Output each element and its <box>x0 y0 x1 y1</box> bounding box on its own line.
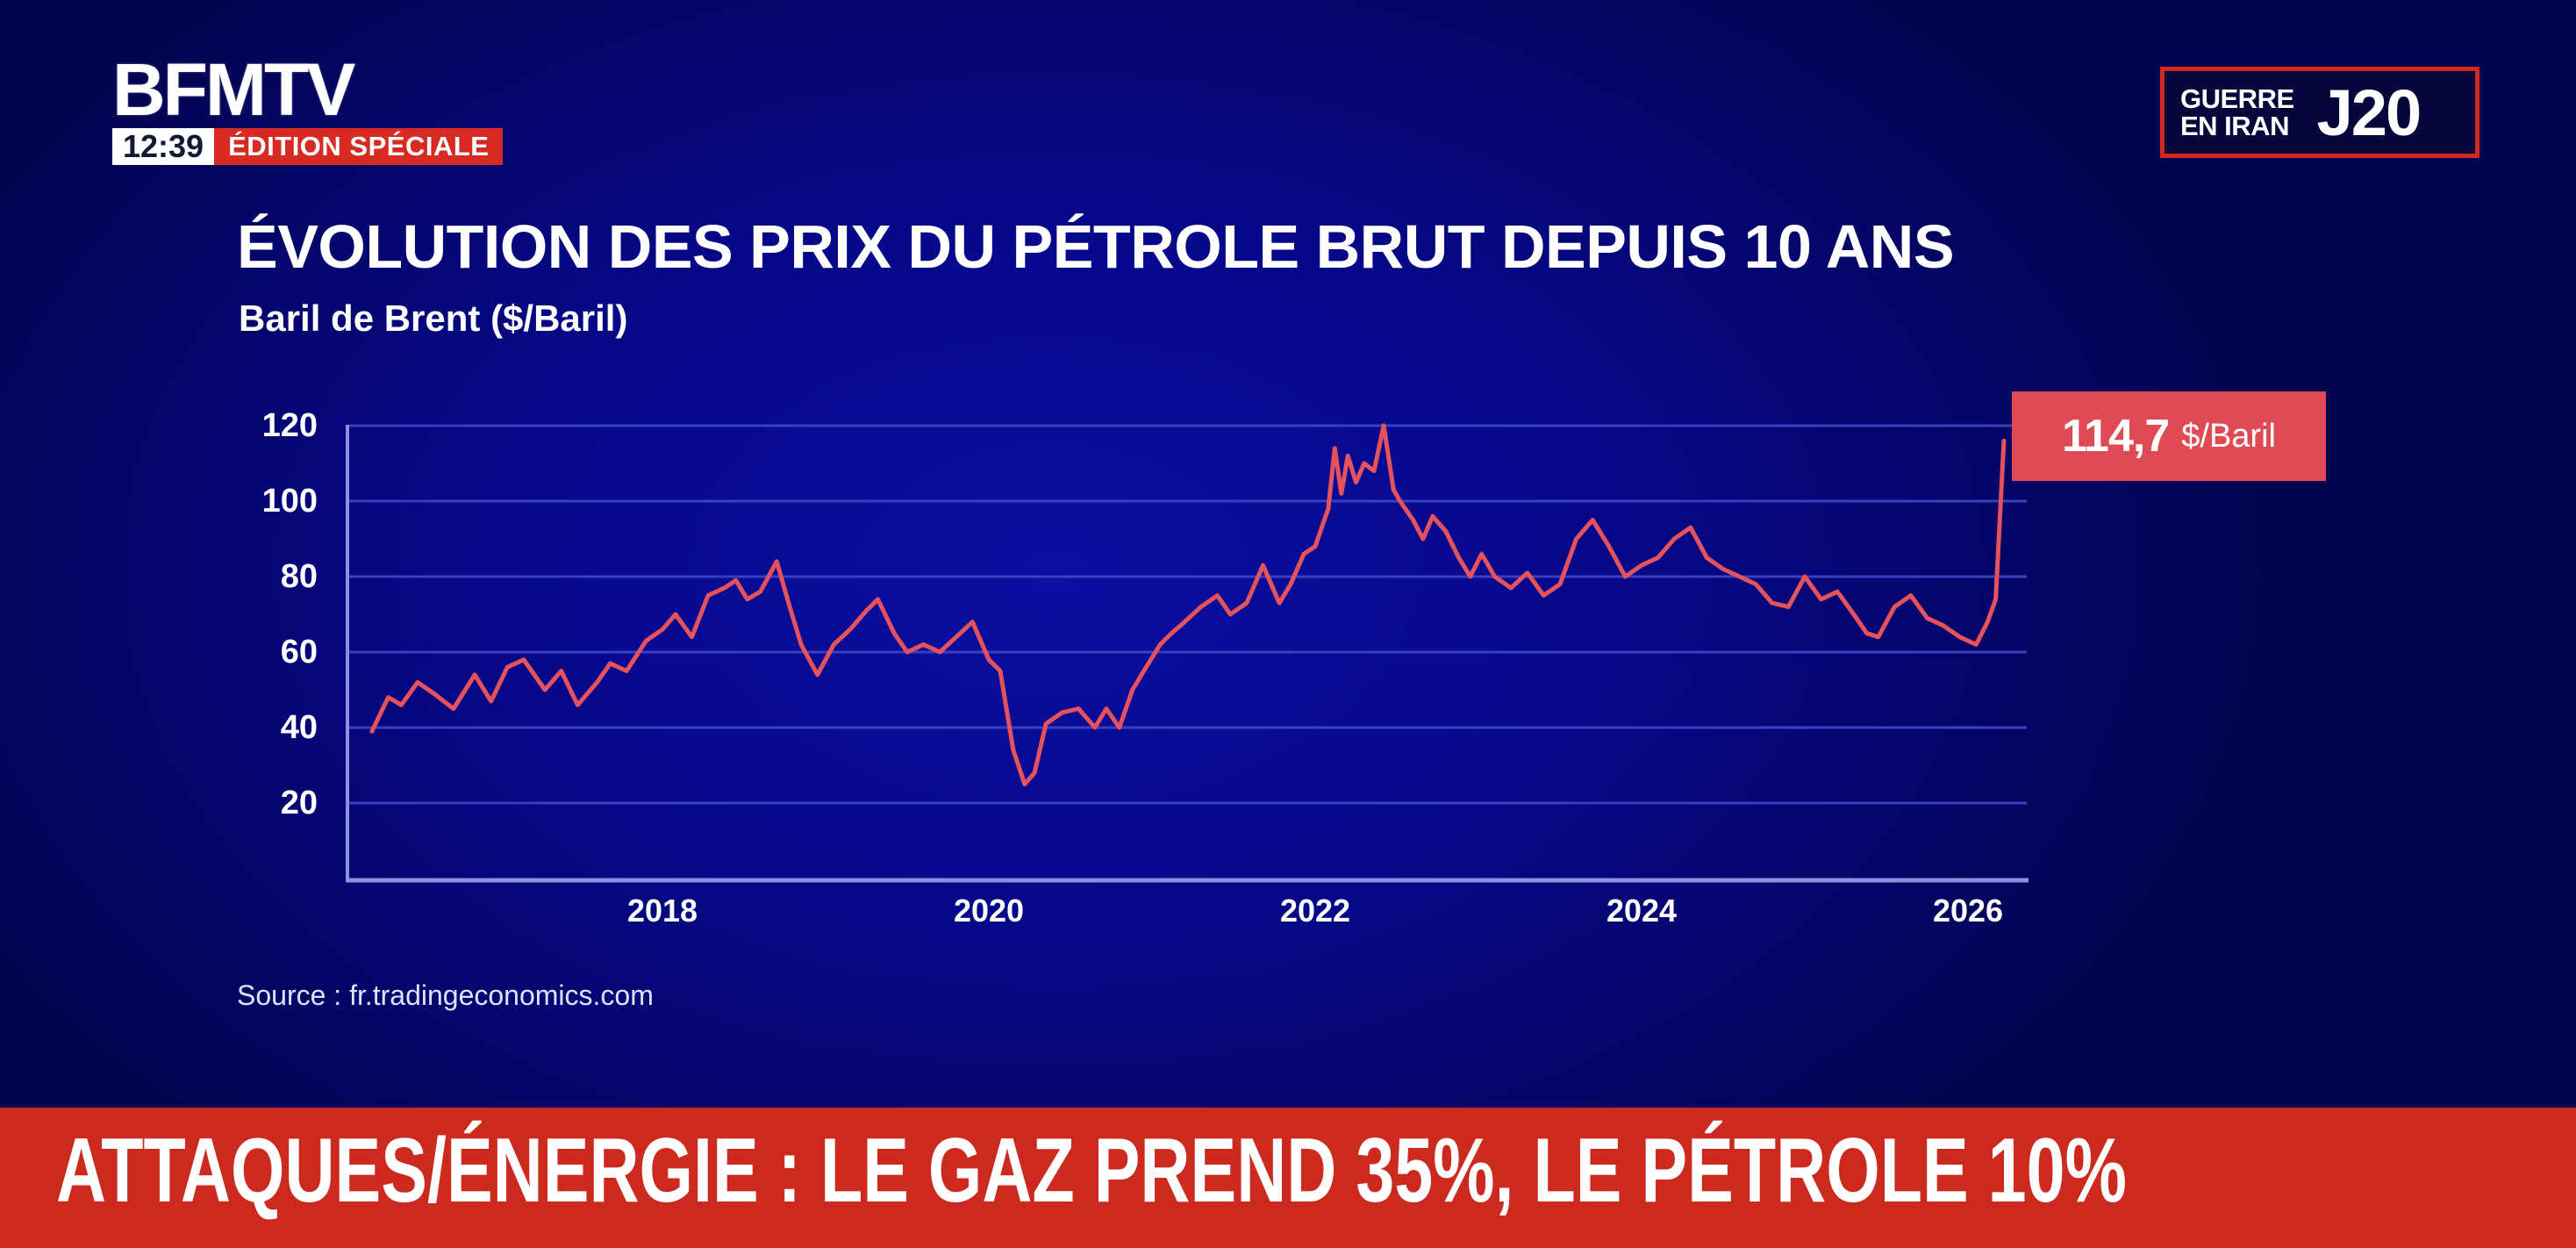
x-tick-label: 2022 <box>1279 893 1351 929</box>
y-tick-label: 100 <box>261 483 318 520</box>
badge-day-counter: J20 <box>2316 75 2422 149</box>
badge-topic: GUERRE EN IRAN <box>2180 85 2294 140</box>
badge-line-2: EN IRAN <box>2180 111 2289 141</box>
chart-subtitle: Baril de Brent ($/Baril) <box>239 298 628 339</box>
badge-line-1: GUERRE <box>2180 83 2294 114</box>
gridlines <box>349 424 2027 805</box>
clock: 12:39 <box>112 128 215 165</box>
latest-price-callout: 114,7 $/Baril <box>2012 391 2326 481</box>
source-note: Source : fr.tradingeconomics.com <box>237 979 654 1011</box>
y-tick-label: 40 <box>280 709 318 746</box>
x-tick-label: 2024 <box>1606 893 1678 929</box>
chart-title: ÉVOLUTION DES PRIX DU PÉTROLE BRUT DEPUI… <box>237 212 1955 281</box>
topic-badge: GUERRE EN IRAN J20 <box>2160 67 2479 158</box>
time-edition-bar: 12:39 ÉDITION SPÉCIALE <box>112 128 504 165</box>
x-tick-label: 2020 <box>953 893 1025 929</box>
x-tick-label: 2018 <box>626 893 698 929</box>
headline-banner: ATTAQUES/ÉNERGIE : LE GAZ PREND 35%, LE … <box>0 1108 2576 1248</box>
callout-unit: $/Baril <box>2181 417 2276 455</box>
bfmtv-logo: BFMTV <box>112 48 355 131</box>
y-tick-label: 120 <box>261 407 318 444</box>
y-tick-label: 20 <box>280 785 318 821</box>
y-tick-label: 80 <box>280 558 318 595</box>
brent-price-line <box>369 423 2007 786</box>
x-tick-label: 2026 <box>1932 893 2004 929</box>
edition-label: ÉDITION SPÉCIALE <box>214 128 504 165</box>
headline-text: ATTAQUES/ÉNERGIE : LE GAZ PREND 35%, LE … <box>56 1120 2127 1222</box>
callout-value: 114,7 <box>2062 411 2170 462</box>
y-tick-label: 60 <box>280 634 318 671</box>
